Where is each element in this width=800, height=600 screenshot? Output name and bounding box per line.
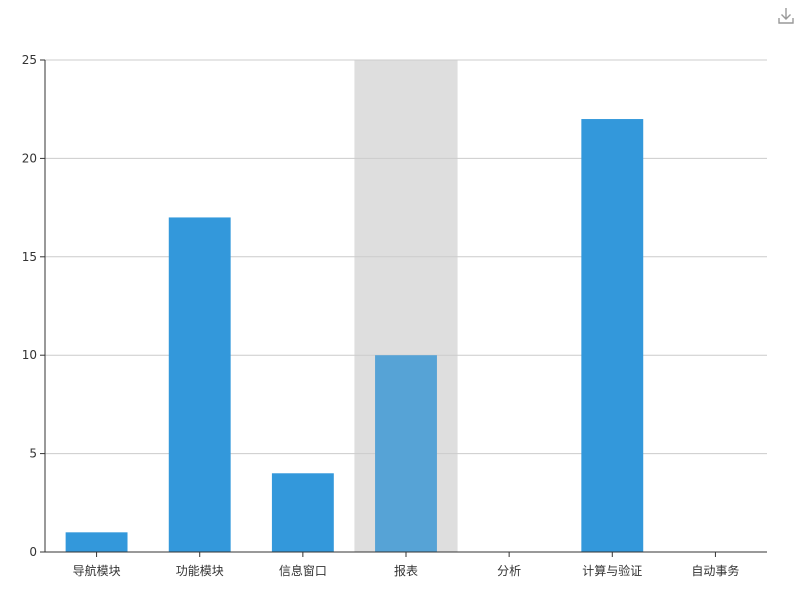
y-tick-label: 15	[22, 250, 37, 264]
x-tick-label: 计算与验证	[582, 563, 642, 578]
axis-layer	[40, 59, 767, 557]
y-tick-label: 5	[29, 447, 37, 461]
x-tick-label: 自动事务	[691, 563, 739, 578]
x-tick-label: 报表	[394, 563, 418, 578]
download-icon	[778, 8, 794, 24]
y-tick-label: 10	[22, 348, 37, 362]
bar-0[interactable]	[65, 532, 128, 552]
x-tick-label: 导航模块	[73, 563, 121, 578]
bar-1[interactable]	[168, 217, 231, 552]
x-tick-label: 功能模块	[176, 564, 224, 578]
label-layer: 0 5 10 15 20 25 导航模块 功能模块 信息窗口 报表 分析 计算与验证 自动事务	[22, 53, 740, 578]
x-tick-label: 分析	[497, 564, 521, 578]
y-tick-label: 20	[22, 151, 37, 165]
bar-5[interactable]	[581, 119, 644, 552]
x-tick-label: 信息窗口	[279, 563, 327, 578]
download-button[interactable]	[776, 6, 796, 26]
bar-3[interactable]	[375, 355, 437, 552]
y-tick-label: 0	[29, 545, 37, 559]
bar-layer	[65, 119, 644, 552]
y-tick-label: 25	[22, 53, 37, 67]
bar-2[interactable]	[271, 473, 334, 552]
